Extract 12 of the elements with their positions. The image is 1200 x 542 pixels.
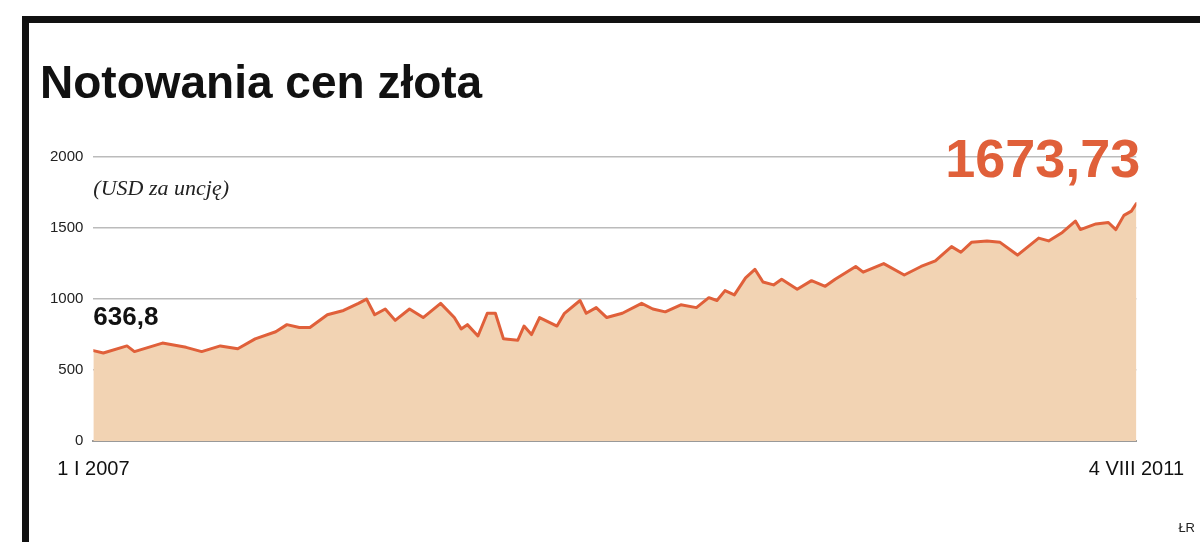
x-tick-label: 4 VIII 2011 xyxy=(1088,456,1185,479)
x-tick-label: 1 I 2007 xyxy=(57,456,130,479)
annotation: 636,8 xyxy=(93,300,159,331)
annotation: 1673,73 xyxy=(945,128,1141,189)
y-tick-label: 1500 xyxy=(49,218,84,236)
chart-title: Notowania cen złota xyxy=(40,56,483,109)
y-tick-label: 500 xyxy=(58,360,84,378)
text: ŁR xyxy=(1178,520,1195,536)
y-tick-label: 2000 xyxy=(49,147,84,165)
y-axis-title: (USD za uncję) xyxy=(93,174,230,200)
y-tick-label: 0 xyxy=(75,431,84,449)
y-tick-label: 1000 xyxy=(49,289,84,307)
